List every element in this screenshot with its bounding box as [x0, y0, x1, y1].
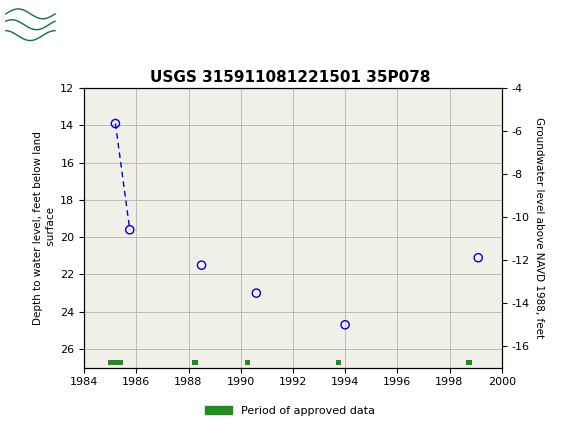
Point — [252, 290, 261, 297]
Y-axis label: Depth to water level, feet below land
 surface: Depth to water level, feet below land su… — [32, 131, 56, 325]
Point — [473, 254, 483, 261]
Point — [111, 120, 120, 127]
Bar — [466, 360, 472, 365]
Legend: Period of approved data: Period of approved data — [200, 401, 380, 420]
Text: USGS 315911081221501 35P078: USGS 315911081221501 35P078 — [150, 70, 430, 85]
Bar — [193, 360, 198, 365]
Bar — [5, 4, 60, 46]
Bar — [245, 360, 250, 365]
Bar — [108, 360, 124, 365]
Text: USGS: USGS — [67, 16, 122, 34]
Bar — [336, 360, 341, 365]
Y-axis label: Groundwater level above NAVD 1988, feet: Groundwater level above NAVD 1988, feet — [534, 117, 543, 338]
Point — [340, 321, 350, 328]
Point — [125, 226, 135, 233]
Point — [197, 262, 206, 269]
